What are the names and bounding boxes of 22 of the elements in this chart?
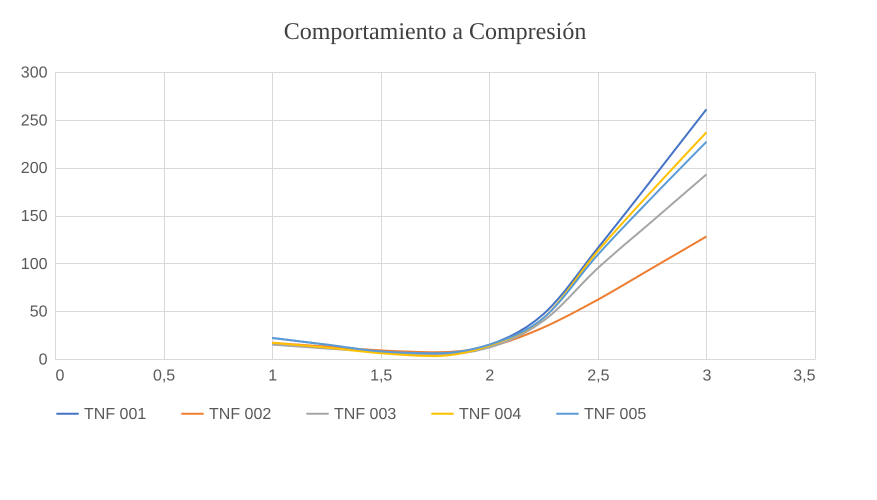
- x-tick-label: 3,5: [793, 368, 816, 384]
- x-tick-label: 0,5: [152, 368, 176, 384]
- legend-label: TNF 003: [334, 406, 396, 423]
- x-tick-label: 1,5: [370, 368, 392, 384]
- x-tick-label: 3: [702, 368, 712, 384]
- legend-label: TNF 002: [209, 406, 272, 423]
- y-tick-label: 250: [20, 112, 48, 130]
- x-tick-label: 2: [485, 368, 494, 384]
- line-series: [271, 173, 708, 356]
- legend-label: TNF 005: [584, 406, 646, 423]
- x-tick-label: 2,5: [587, 368, 610, 384]
- y-tick-label: 150: [20, 208, 48, 225]
- y-tick-label: 200: [20, 160, 48, 178]
- y-tick-label: 50: [30, 304, 48, 321]
- legend-label: TNF 004: [459, 406, 522, 423]
- y-tick-label: 100: [20, 256, 48, 273]
- x-tick-label: 1: [268, 368, 278, 384]
- chart-title: Comportamiento a Compresión: [284, 19, 586, 45]
- y-tick-label: 0: [38, 352, 48, 368]
- x-tick-label: 0: [56, 368, 64, 384]
- y-tick-label: 300: [20, 64, 48, 82]
- legend-label: TNF 001: [84, 406, 146, 423]
